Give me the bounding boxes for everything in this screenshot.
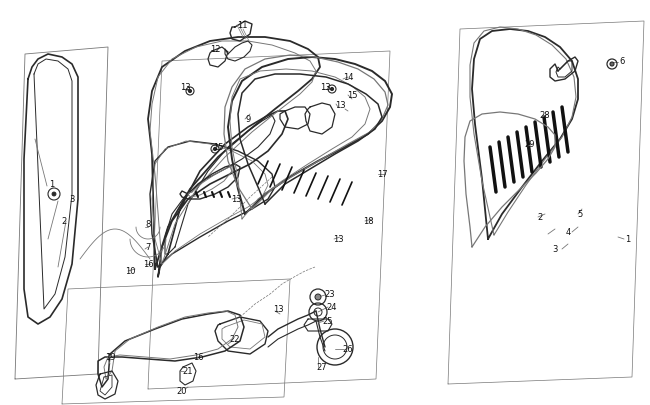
Circle shape — [213, 148, 216, 151]
Text: 10: 10 — [125, 267, 135, 276]
Text: 12: 12 — [210, 45, 220, 54]
Text: 2: 2 — [61, 217, 66, 226]
Circle shape — [315, 294, 321, 300]
Circle shape — [188, 90, 192, 93]
Text: 5: 5 — [577, 210, 582, 219]
Text: 17: 17 — [377, 170, 387, 179]
Circle shape — [610, 63, 614, 67]
Text: 27: 27 — [317, 362, 328, 371]
Circle shape — [52, 192, 56, 196]
Text: 24: 24 — [327, 303, 337, 312]
Text: 6: 6 — [619, 58, 625, 66]
Text: 1: 1 — [49, 180, 55, 189]
Text: 23: 23 — [325, 290, 335, 299]
Text: 4: 4 — [566, 228, 571, 237]
Text: 8: 8 — [146, 220, 151, 229]
Text: 26: 26 — [343, 345, 354, 354]
Text: 3: 3 — [552, 245, 558, 254]
Text: 11: 11 — [237, 20, 247, 30]
Text: 13: 13 — [179, 83, 190, 92]
Text: 13: 13 — [335, 100, 345, 109]
Text: 14: 14 — [343, 73, 353, 82]
Text: 13: 13 — [273, 305, 283, 314]
Text: 7: 7 — [146, 243, 151, 252]
Text: 18: 18 — [363, 217, 373, 226]
Text: 13: 13 — [333, 235, 343, 244]
Text: 3: 3 — [70, 195, 75, 204]
Text: 25: 25 — [323, 317, 333, 326]
Text: 19: 19 — [105, 353, 115, 362]
Text: 16: 16 — [192, 353, 203, 362]
Text: 13: 13 — [320, 83, 330, 92]
Circle shape — [330, 88, 333, 91]
Text: 15: 15 — [346, 90, 358, 99]
Text: 9: 9 — [246, 115, 251, 124]
Text: 20: 20 — [177, 386, 187, 396]
Text: 22: 22 — [229, 335, 240, 344]
Text: 1: 1 — [625, 235, 630, 244]
Text: 16: 16 — [143, 260, 153, 269]
Text: 29: 29 — [525, 140, 535, 149]
Text: 15: 15 — [213, 143, 223, 152]
Text: 2: 2 — [538, 213, 543, 222]
Text: 28: 28 — [540, 110, 551, 119]
Text: 13: 13 — [231, 195, 241, 204]
Text: 21: 21 — [183, 367, 193, 375]
